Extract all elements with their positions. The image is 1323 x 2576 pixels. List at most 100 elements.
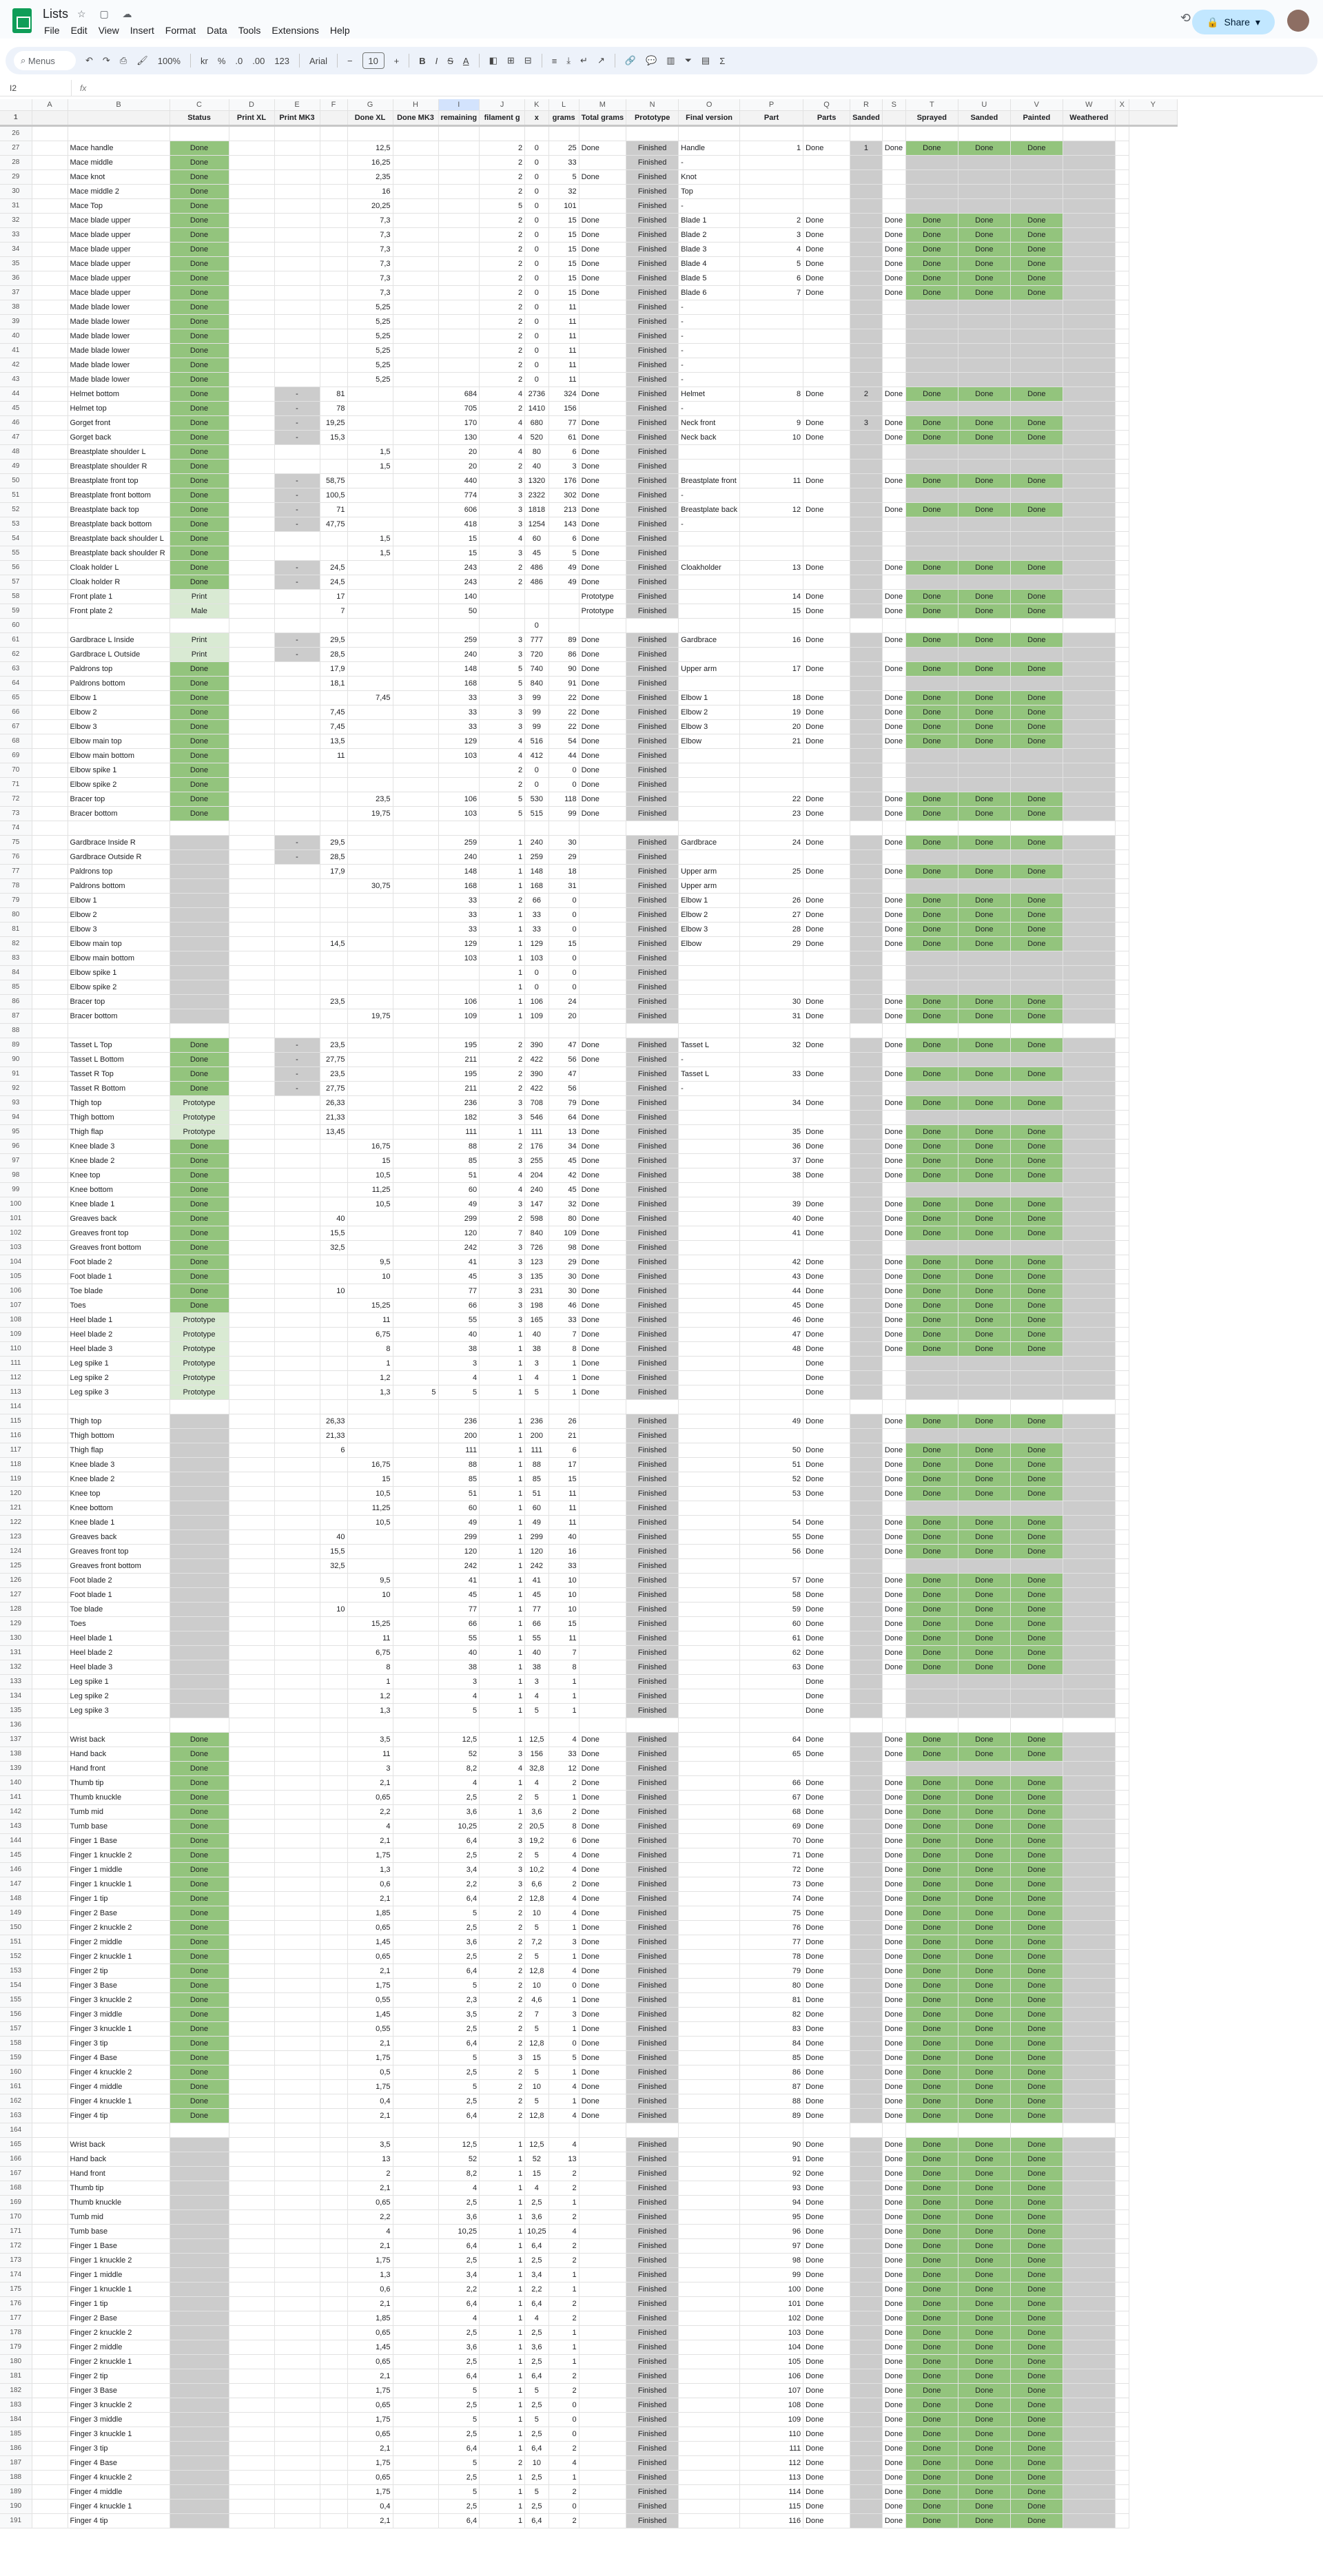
- cell-h[interactable]: [393, 1573, 439, 1588]
- cell-a[interactable]: [32, 604, 68, 619]
- cell-v[interactable]: Done: [1010, 2007, 1063, 2022]
- cell-d[interactable]: [229, 198, 275, 214]
- cell-h[interactable]: [393, 2282, 439, 2297]
- font-size-input[interactable]: 10: [362, 52, 384, 69]
- cell-j[interactable]: 1: [479, 2267, 526, 2283]
- row-number[interactable]: 150: [0, 1920, 32, 1935]
- cell-v[interactable]: [1010, 1052, 1063, 1067]
- cell-g[interactable]: [347, 604, 393, 619]
- cell-f[interactable]: [320, 1269, 348, 1284]
- cell-h[interactable]: [393, 1110, 439, 1125]
- cell-u[interactable]: Done: [958, 2412, 1011, 2427]
- cell-o[interactable]: Blade 4: [678, 256, 741, 271]
- cell-l[interactable]: 16: [548, 1544, 580, 1559]
- cell-h[interactable]: [393, 1660, 439, 1675]
- cell-k[interactable]: 422: [524, 1052, 549, 1067]
- cell-q[interactable]: Done: [803, 1906, 851, 1921]
- row-number[interactable]: 165: [0, 2137, 32, 2152]
- cell-r[interactable]: [850, 2238, 883, 2254]
- cell-o[interactable]: [678, 2094, 741, 2109]
- cell-c[interactable]: [170, 965, 229, 980]
- cell-f[interactable]: [320, 1370, 348, 1385]
- cell-q[interactable]: Done: [803, 1833, 851, 1848]
- cell-q[interactable]: Done: [803, 1472, 851, 1487]
- row-number[interactable]: 105: [0, 1269, 32, 1284]
- row-number[interactable]: 179: [0, 2340, 32, 2355]
- cell-b[interactable]: [68, 1023, 170, 1038]
- cell-a[interactable]: [32, 690, 68, 705]
- cell-g[interactable]: 2,1: [347, 1964, 393, 1979]
- cell-b[interactable]: Finger 3 tip: [68, 2441, 170, 2456]
- cell-e[interactable]: [274, 806, 320, 821]
- cell-u[interactable]: Done: [958, 2296, 1011, 2311]
- cell-g[interactable]: 1,3: [347, 2267, 393, 2283]
- cell-m[interactable]: Done: [579, 285, 627, 300]
- cell-c[interactable]: [170, 1501, 229, 1516]
- cell-c[interactable]: Done: [170, 1038, 229, 1053]
- cell-n[interactable]: Finished: [626, 473, 679, 488]
- cell-l[interactable]: [548, 1718, 580, 1733]
- cell-c[interactable]: Done: [170, 1775, 229, 1791]
- cell-g[interactable]: [347, 387, 393, 402]
- cell-a[interactable]: [32, 2209, 68, 2225]
- functions-icon[interactable]: Σ: [719, 55, 726, 66]
- cell-l[interactable]: 4: [548, 2455, 580, 2471]
- cell-k[interactable]: 7,2: [524, 1935, 549, 1950]
- cell-x[interactable]: [1115, 2470, 1129, 2485]
- cell-x[interactable]: [1115, 2441, 1129, 2456]
- cell-g[interactable]: 7,3: [347, 213, 393, 228]
- cell-s[interactable]: Done: [882, 661, 906, 677]
- cell-j[interactable]: 2: [479, 358, 526, 373]
- cell-s[interactable]: Done: [882, 2311, 906, 2326]
- cell-c[interactable]: [170, 994, 229, 1009]
- cell-b[interactable]: Mace blade upper: [68, 256, 170, 271]
- cell-k[interactable]: 10,2: [524, 1862, 549, 1877]
- cell-d[interactable]: [229, 2455, 275, 2471]
- cell-f[interactable]: [320, 2181, 348, 2196]
- cell-q[interactable]: Done: [803, 1529, 851, 1545]
- cell-u[interactable]: Done: [958, 2036, 1011, 2051]
- cell-j[interactable]: 4: [479, 531, 526, 546]
- cell-r[interactable]: [850, 256, 883, 271]
- cell-a[interactable]: [32, 1385, 68, 1400]
- cell-d[interactable]: [229, 155, 275, 170]
- cell-p[interactable]: 87: [739, 2079, 804, 2094]
- cell-j[interactable]: 3: [479, 1269, 526, 1284]
- cell-v[interactable]: [1010, 401, 1063, 416]
- cell-x[interactable]: [1115, 734, 1129, 749]
- cell-d[interactable]: [229, 2484, 275, 2500]
- cell-g[interactable]: [347, 1226, 393, 1241]
- cell-t[interactable]: Done: [905, 2137, 958, 2152]
- cell-o[interactable]: [678, 1457, 741, 1472]
- cell-r[interactable]: [850, 965, 883, 980]
- cell-t[interactable]: Done: [905, 1906, 958, 1921]
- cell-g[interactable]: [347, 1718, 393, 1733]
- cell-v[interactable]: Done: [1010, 2398, 1063, 2413]
- cell-r[interactable]: [850, 1587, 883, 1603]
- cell-x[interactable]: [1115, 155, 1129, 170]
- cell-h[interactable]: [393, 951, 439, 966]
- cell-o[interactable]: [678, 1978, 741, 1993]
- cell-k[interactable]: 0: [524, 169, 549, 185]
- cell-e[interactable]: [274, 821, 320, 836]
- cell-t[interactable]: Done: [905, 473, 958, 488]
- cell-v[interactable]: Done: [1010, 864, 1063, 879]
- cell-h[interactable]: [393, 1848, 439, 1863]
- cell-r[interactable]: [850, 546, 883, 561]
- cell-t[interactable]: Done: [905, 1414, 958, 1429]
- cell-u[interactable]: Done: [958, 1877, 1011, 1892]
- cell-w[interactable]: [1063, 1095, 1116, 1111]
- cell-p[interactable]: [739, 1428, 804, 1443]
- cell-d[interactable]: [229, 1153, 275, 1168]
- cell-c[interactable]: Done: [170, 2094, 229, 2109]
- cell-t[interactable]: Done: [905, 227, 958, 243]
- cell-e[interactable]: [274, 1573, 320, 1588]
- cell-q[interactable]: [803, 849, 851, 865]
- cell-g[interactable]: 2,1: [347, 2369, 393, 2384]
- cell-q[interactable]: Done: [803, 1891, 851, 1906]
- cell-t[interactable]: Done: [905, 1746, 958, 1762]
- cell-a[interactable]: [32, 2513, 68, 2528]
- cell-x[interactable]: [1115, 1978, 1129, 1993]
- cell-i[interactable]: [438, 227, 480, 243]
- cell-l[interactable]: 91: [548, 676, 580, 691]
